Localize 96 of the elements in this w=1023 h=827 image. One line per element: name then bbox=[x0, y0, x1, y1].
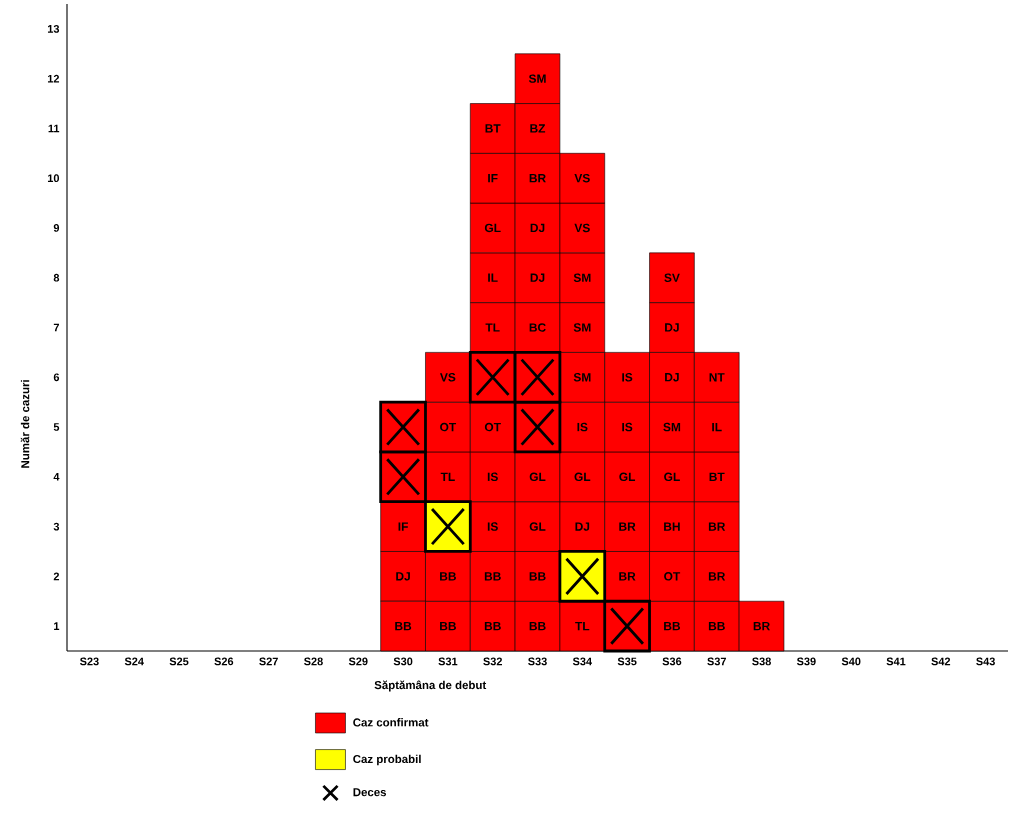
data-label: GL bbox=[574, 472, 591, 482]
x-tick-label: S32 bbox=[483, 657, 502, 666]
data-label: IS bbox=[577, 422, 588, 432]
y-tick-label: 13 bbox=[47, 25, 60, 33]
data-label: BB bbox=[395, 622, 412, 631]
x-axis-title: Săptămâna de debut bbox=[374, 680, 487, 692]
data-label: BR bbox=[708, 522, 726, 531]
y-tick-label: 11 bbox=[48, 124, 60, 133]
x-tick-label: S27 bbox=[259, 657, 278, 666]
data-label: BC bbox=[529, 323, 546, 332]
x-tick-label: S35 bbox=[617, 657, 637, 666]
x-tick-label: S43 bbox=[976, 657, 995, 666]
data-label: BB bbox=[529, 572, 546, 581]
data-label: BB bbox=[440, 622, 456, 631]
legend-label: Caz confirmat bbox=[353, 718, 429, 727]
y-tick-label: 8 bbox=[53, 273, 60, 282]
data-label: SV bbox=[664, 273, 680, 282]
data-label: VS bbox=[574, 223, 590, 233]
x-tick-label: S39 bbox=[796, 657, 816, 666]
data-label: IS bbox=[622, 373, 633, 382]
data-label: OT bbox=[664, 572, 681, 581]
data-label: TL bbox=[575, 622, 590, 631]
x-tick-label: S34 bbox=[572, 657, 592, 666]
y-tick-label: 7 bbox=[53, 323, 59, 332]
data-label: TL bbox=[440, 472, 455, 481]
x-tick-label: S30 bbox=[393, 657, 413, 666]
data-label: BB bbox=[440, 572, 456, 581]
data-label: DJ bbox=[530, 273, 545, 282]
data-label: SM bbox=[528, 74, 546, 83]
data-label: IL bbox=[712, 422, 722, 432]
data-label: BT bbox=[709, 472, 725, 481]
y-tick-label: 1 bbox=[54, 622, 60, 630]
x-tick-label: S38 bbox=[752, 657, 771, 666]
data-label: GL bbox=[664, 472, 680, 482]
x-tick-label: S29 bbox=[348, 657, 368, 666]
data-label: SM bbox=[573, 323, 591, 332]
data-label: IS bbox=[487, 522, 498, 531]
data-label: TL bbox=[485, 323, 500, 332]
data-label: SM bbox=[573, 373, 591, 382]
x-tick-label: S24 bbox=[124, 657, 144, 666]
data-label: VS bbox=[574, 173, 590, 183]
data-label: IF bbox=[488, 174, 498, 183]
data-label: DJ bbox=[665, 323, 679, 332]
data-label: IS bbox=[622, 422, 633, 432]
x-tick-label: S42 bbox=[931, 657, 951, 666]
data-label: GL bbox=[484, 223, 501, 233]
x-tick-label: S28 bbox=[304, 657, 323, 666]
data-label: BB bbox=[708, 622, 725, 631]
data-label: DJ bbox=[396, 572, 410, 581]
data-label: IL bbox=[488, 273, 498, 282]
data-label: BR bbox=[708, 572, 726, 581]
data-label: GL bbox=[529, 472, 546, 482]
x-tick-label: S36 bbox=[662, 657, 682, 666]
data-label: BB bbox=[529, 622, 546, 631]
y-tick-label: 9 bbox=[53, 224, 60, 232]
data-label: BR bbox=[619, 572, 636, 581]
data-label: SM bbox=[663, 422, 681, 432]
data-label: BH bbox=[664, 522, 680, 531]
data-label: BR bbox=[619, 522, 636, 531]
x-tick-label: S31 bbox=[438, 657, 458, 666]
data-label: DJ bbox=[575, 522, 590, 531]
y-tick-label: 4 bbox=[53, 473, 60, 481]
data-label: BB bbox=[664, 622, 681, 631]
data-label: VS bbox=[439, 373, 456, 382]
data-label: NT bbox=[709, 373, 725, 382]
data-label: BB bbox=[484, 572, 501, 581]
y-tick-label: 12 bbox=[47, 74, 60, 83]
x-tick-label: S25 bbox=[169, 657, 189, 666]
data-label: BR bbox=[529, 174, 546, 183]
x-tick-label: S37 bbox=[707, 657, 727, 666]
y-tick-label: 5 bbox=[53, 423, 60, 431]
data-label: IF bbox=[398, 522, 408, 531]
data-label: OT bbox=[440, 422, 457, 432]
data-label: DJ bbox=[530, 223, 545, 233]
data-label: DJ bbox=[665, 373, 679, 382]
legend-label: Caz probabil bbox=[353, 754, 421, 766]
x-tick-label: S23 bbox=[79, 657, 99, 666]
data-label: BR bbox=[753, 622, 770, 631]
y-tick-label: 6 bbox=[53, 373, 60, 382]
data-label: OT bbox=[484, 422, 501, 432]
y-tick-label: 10 bbox=[47, 174, 60, 183]
x-tick-label: S26 bbox=[214, 657, 234, 666]
data-label: IS bbox=[487, 472, 498, 482]
y-tick-label: 2 bbox=[53, 572, 60, 581]
data-label: BZ bbox=[530, 124, 546, 133]
data-label: GL bbox=[619, 472, 636, 482]
x-tick-label: S40 bbox=[841, 657, 861, 666]
y-axis-title: Număr de cazuri bbox=[20, 380, 30, 468]
legend-label: Deces bbox=[353, 788, 387, 797]
x-tick-label: S41 bbox=[886, 657, 906, 666]
data-label: GL bbox=[529, 522, 546, 531]
x-tick-label: S33 bbox=[528, 657, 547, 666]
y-tick-label: 3 bbox=[53, 522, 60, 531]
data-label: BT bbox=[485, 124, 501, 133]
data-label: BB bbox=[484, 622, 501, 631]
data-label: SM bbox=[573, 273, 591, 282]
